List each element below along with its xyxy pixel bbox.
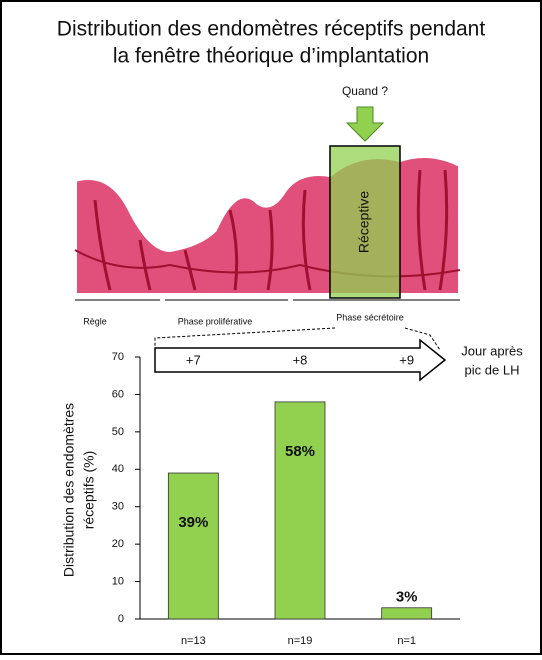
y-tick-label: 20: [112, 538, 124, 550]
bar: [381, 607, 433, 620]
phase-label: Phase proliférative: [178, 316, 253, 326]
day-label: +7: [186, 352, 201, 367]
day-arrow: [154, 338, 447, 382]
y-axis-label: Distribution des endomètres: [61, 403, 77, 577]
when-arrow: [345, 106, 385, 142]
arrow-label: Quand ?: [342, 84, 388, 98]
bar: [274, 401, 326, 620]
y-tick-label: 50: [112, 426, 124, 438]
day-label: +8: [293, 352, 308, 367]
phase-label: Règle: [83, 316, 107, 326]
x-tick-label: n=19: [288, 635, 313, 647]
value-label: 3%: [396, 589, 418, 606]
y-tick-label: 70: [112, 351, 124, 363]
day-label: +9: [399, 352, 414, 367]
value-label: 39%: [178, 514, 208, 531]
y-tick-label: 60: [112, 388, 124, 400]
day-axis-label: pic de LH: [465, 362, 520, 377]
title-line: la fenêtre théorique d’implantation: [113, 45, 429, 68]
title-line: Distribution des endomètres réceptifs pe…: [57, 18, 486, 41]
x-tick-label: n=13: [181, 635, 206, 647]
window-label: Réceptive: [356, 191, 372, 253]
x-tick-label: n=1: [397, 635, 416, 647]
value-label: 58%: [285, 443, 315, 460]
bar: [167, 472, 219, 620]
y-tick-label: 30: [112, 501, 124, 513]
receptive-window: [329, 145, 401, 299]
phase-label: Phase sécrétoire: [336, 312, 404, 322]
y-tick-label: 40: [112, 463, 124, 475]
y-tick-label: 0: [118, 613, 124, 625]
zoom-bracket: [154, 327, 441, 351]
day-axis-label: Jour après: [461, 343, 523, 358]
y-axis-label: réceptifs (%): [81, 451, 97, 530]
y-tick-label: 10: [112, 575, 124, 587]
